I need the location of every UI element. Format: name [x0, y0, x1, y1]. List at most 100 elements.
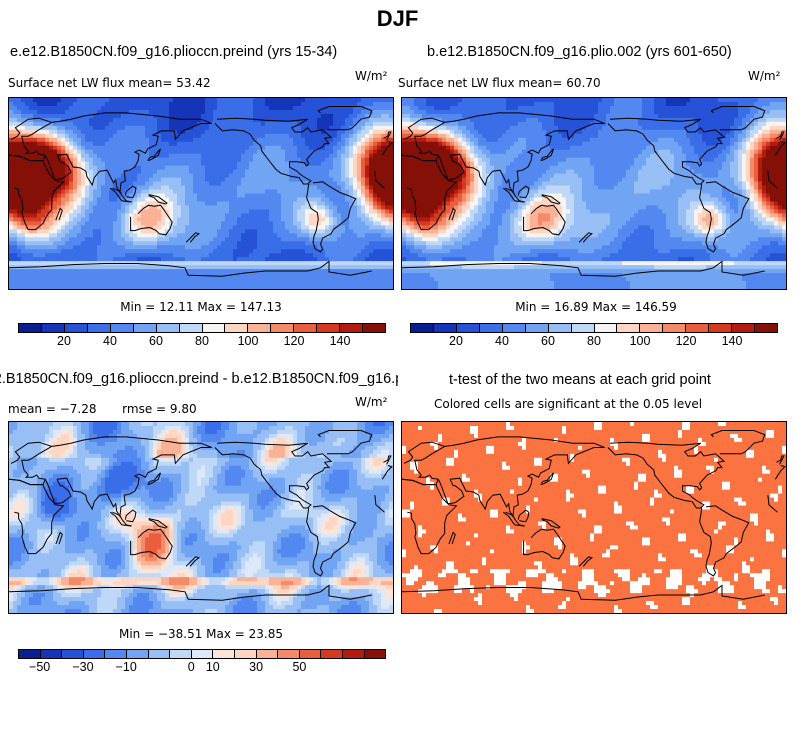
field-cell: [249, 209, 254, 214]
field-cell: [281, 233, 286, 238]
field-cell: [213, 277, 218, 282]
field-cell: [237, 117, 242, 123]
field-cell: [297, 237, 302, 242]
field-cell: [181, 285, 186, 289]
field-cell: [373, 257, 378, 262]
field-cell: [317, 105, 322, 111]
field-cell: [189, 121, 194, 127]
field-cell: [650, 98, 655, 103]
field-cell: [65, 213, 70, 218]
field-cell: [385, 98, 390, 103]
field-cell: [109, 105, 114, 111]
field-cell: [173, 117, 178, 123]
field-cell: [149, 125, 154, 131]
field-cell: [197, 193, 202, 198]
field-cell: [133, 129, 138, 135]
field-cell: [13, 241, 18, 246]
field-cell: [369, 193, 374, 198]
field-cell: [145, 133, 150, 139]
field-cell: [53, 245, 58, 250]
field-cell: [325, 273, 330, 278]
field-cell: [301, 217, 306, 222]
field-cell: [189, 129, 194, 135]
field-cell: [317, 125, 322, 131]
field-cell: [213, 149, 218, 155]
field-cell: [241, 285, 246, 289]
field-cell: [281, 281, 286, 286]
field-cell: [293, 209, 298, 214]
field-cell: [189, 189, 194, 194]
field-cell: [654, 101, 659, 107]
field-cell: [337, 213, 342, 218]
field-cell: [341, 285, 346, 289]
field-cell: [237, 101, 242, 107]
field-cell: [101, 173, 106, 178]
field-cell: [309, 98, 314, 103]
field-cell: [141, 269, 146, 274]
field-cell: [337, 217, 342, 222]
field-cell: [293, 133, 298, 139]
field-cell: [113, 229, 118, 234]
field-cell: [353, 221, 358, 226]
field-cell: [389, 177, 393, 182]
field-cell: [233, 221, 238, 226]
field-cell: [157, 105, 162, 111]
field-cell: [321, 98, 326, 103]
field-cell: [105, 153, 110, 159]
field-cell: [285, 237, 290, 242]
field-cell: [237, 197, 242, 202]
field-cell: [221, 121, 226, 127]
field-cell: [245, 241, 250, 246]
field-cell: [261, 169, 266, 175]
field-cell: [381, 165, 386, 171]
field-cell: [37, 125, 42, 131]
field-cell: [9, 229, 14, 234]
field-cell: [285, 98, 290, 103]
field-cell: [129, 137, 134, 143]
field-cell: [85, 161, 90, 167]
field-cell: [153, 257, 158, 262]
field-cell: [157, 237, 162, 242]
field-cell: [373, 177, 378, 182]
field-cell: [13, 141, 18, 147]
field-cell: [381, 273, 386, 278]
field-cell: [313, 165, 318, 171]
field-cell: [37, 181, 42, 186]
field-cell: [33, 205, 38, 210]
field-cell: [137, 113, 142, 119]
field-cell: [101, 269, 106, 274]
field-cell: [173, 113, 178, 119]
field-cell: [241, 253, 246, 258]
field-cell: [269, 285, 274, 289]
field-cell: [209, 233, 214, 238]
field-cell: [69, 145, 74, 151]
field-cell: [161, 165, 166, 171]
field-cell: [117, 145, 122, 151]
field-cell: [57, 233, 62, 238]
field-cell: [45, 285, 50, 289]
field-cell: [265, 261, 270, 266]
field-cell: [225, 241, 230, 246]
field-cell: [325, 113, 330, 119]
field-cell: [57, 169, 62, 175]
field-cell: [125, 157, 130, 163]
field-cell: [85, 229, 90, 234]
field-cell: [365, 225, 370, 230]
field-cell: [229, 225, 234, 230]
field-cell: [53, 185, 58, 190]
field-cell: [201, 129, 206, 135]
field-cell: [333, 261, 338, 266]
field-cell: [269, 113, 274, 119]
field-cell: [305, 241, 310, 246]
field-cell: [329, 229, 334, 234]
field-cell: [93, 285, 98, 289]
field-cell: [365, 229, 370, 234]
field-cell: [478, 109, 483, 115]
field-cell: [125, 273, 130, 278]
field-cell: [133, 161, 138, 167]
field-cell: [293, 205, 298, 210]
field-cell: [277, 257, 282, 262]
field-cell: [117, 133, 122, 139]
field-cell: [41, 201, 46, 206]
field-cell: [197, 125, 202, 131]
